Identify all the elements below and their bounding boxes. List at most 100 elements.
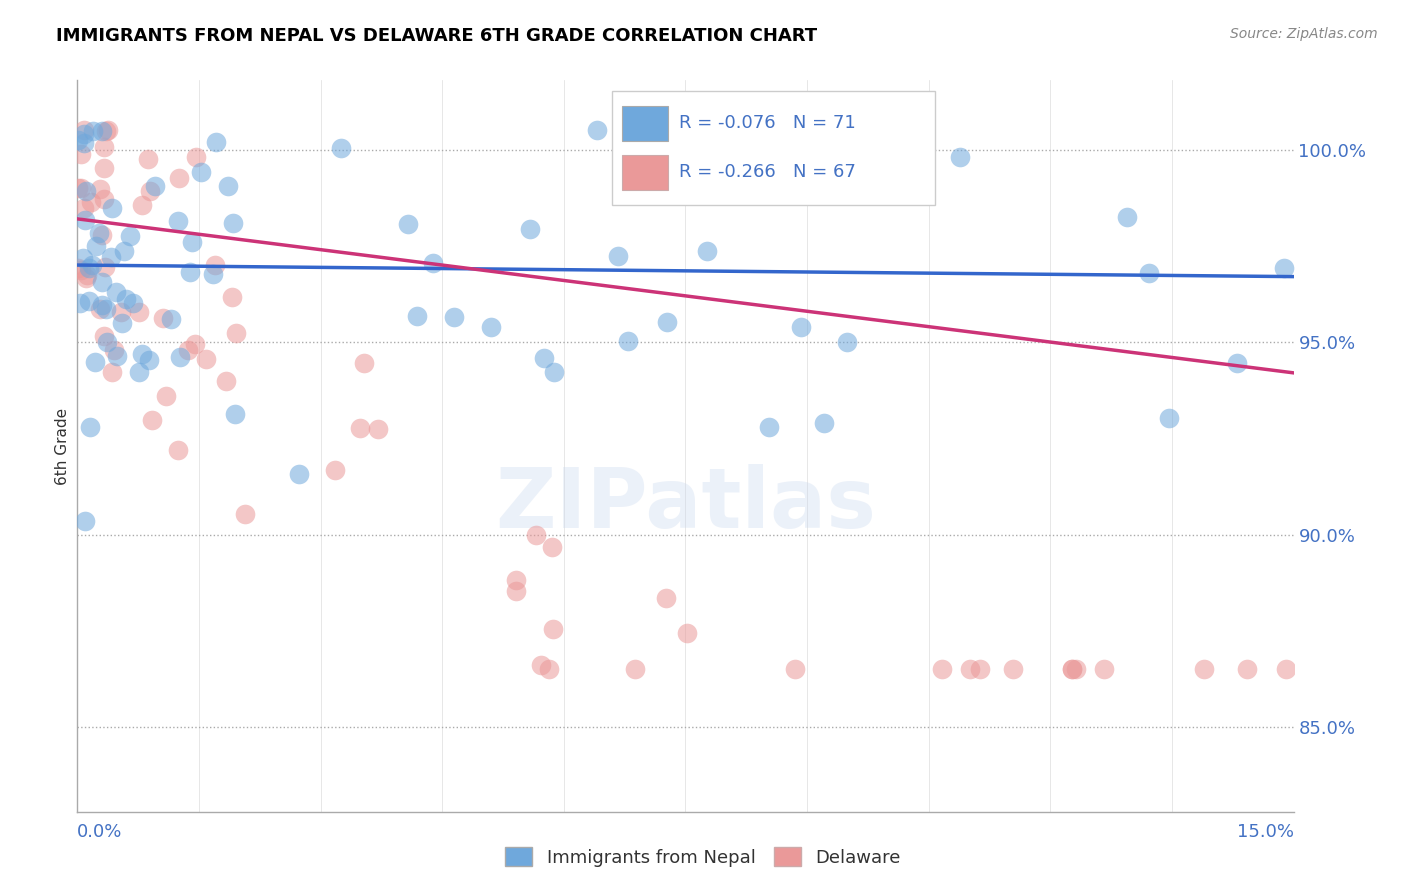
Point <box>73 514 96 528</box>
Point <box>141 412 163 426</box>
Point <box>623 662 645 676</box>
Point <box>160 311 183 326</box>
Point <box>1157 410 1180 425</box>
Point <box>128 304 150 318</box>
Point <box>217 178 239 193</box>
Point <box>1192 662 1215 676</box>
Point <box>76 268 98 282</box>
Point <box>121 296 143 310</box>
Point <box>110 305 132 319</box>
Point <box>84 238 107 252</box>
Point <box>100 365 122 379</box>
Point <box>93 328 115 343</box>
Point <box>82 258 104 272</box>
Point <box>225 326 247 340</box>
Point <box>655 591 678 605</box>
Point <box>72 251 94 265</box>
Point <box>505 573 527 587</box>
Point <box>541 622 564 636</box>
Point <box>83 354 105 368</box>
Point <box>93 140 115 154</box>
Point <box>1092 662 1115 676</box>
Point <box>202 268 225 282</box>
Point <box>696 244 718 259</box>
Point <box>288 467 311 481</box>
Point <box>155 389 177 403</box>
Point <box>67 133 90 147</box>
Text: R = -0.266   N = 67: R = -0.266 N = 67 <box>679 163 856 181</box>
Point <box>143 178 166 193</box>
Point <box>353 356 375 370</box>
Point <box>104 285 127 300</box>
Point <box>89 181 111 195</box>
Point <box>70 262 93 277</box>
Point <box>813 416 835 430</box>
Point <box>1236 662 1258 676</box>
Point <box>118 228 141 243</box>
Point <box>758 419 780 434</box>
Point <box>131 347 153 361</box>
Point <box>114 293 136 307</box>
Point <box>169 350 191 364</box>
Point <box>837 334 859 349</box>
Point <box>1116 210 1139 224</box>
Point <box>96 124 118 138</box>
Point <box>152 311 174 326</box>
Point <box>1272 260 1295 275</box>
Point <box>524 528 547 542</box>
Point <box>1066 662 1088 676</box>
Point <box>537 662 560 676</box>
Point <box>349 421 371 435</box>
Text: ZIPatlas: ZIPatlas <box>495 464 876 545</box>
Point <box>167 214 190 228</box>
Point <box>585 123 607 137</box>
Point <box>139 184 162 198</box>
Point <box>1275 662 1298 676</box>
Point <box>543 365 565 379</box>
Point <box>1225 356 1247 370</box>
Point <box>323 463 346 477</box>
Point <box>179 265 201 279</box>
Point <box>79 420 101 434</box>
Point <box>969 662 991 676</box>
Point <box>676 625 699 640</box>
Point <box>931 662 953 676</box>
Text: 0.0%: 0.0% <box>77 823 122 841</box>
Point <box>1137 266 1160 280</box>
Point <box>87 226 110 240</box>
Point <box>112 244 135 258</box>
Point <box>655 315 678 329</box>
Point <box>215 374 238 388</box>
Point <box>790 319 813 334</box>
Point <box>783 662 806 676</box>
Point <box>101 201 124 215</box>
Point <box>75 184 97 198</box>
Point <box>72 136 94 150</box>
Point <box>93 192 115 206</box>
Point <box>959 662 981 676</box>
Point <box>529 658 551 673</box>
Point <box>422 256 444 270</box>
Point <box>617 334 640 348</box>
Point <box>73 202 96 216</box>
Point <box>479 319 502 334</box>
Point <box>1060 662 1083 676</box>
Y-axis label: 6th Grade: 6th Grade <box>55 408 70 484</box>
Legend: Immigrants from Nepal, Delaware: Immigrants from Nepal, Delaware <box>498 840 908 874</box>
Point <box>233 507 256 521</box>
Point <box>222 216 245 230</box>
Point <box>190 165 212 179</box>
Point <box>136 152 159 166</box>
Point <box>329 141 352 155</box>
Point <box>533 351 555 365</box>
Point <box>505 584 527 599</box>
Point <box>1001 662 1024 676</box>
Point <box>90 228 112 243</box>
Point <box>105 349 128 363</box>
Point <box>221 290 243 304</box>
Point <box>224 407 246 421</box>
Point <box>93 161 115 175</box>
Point <box>443 310 465 324</box>
Point <box>405 310 427 324</box>
Point <box>367 421 389 435</box>
